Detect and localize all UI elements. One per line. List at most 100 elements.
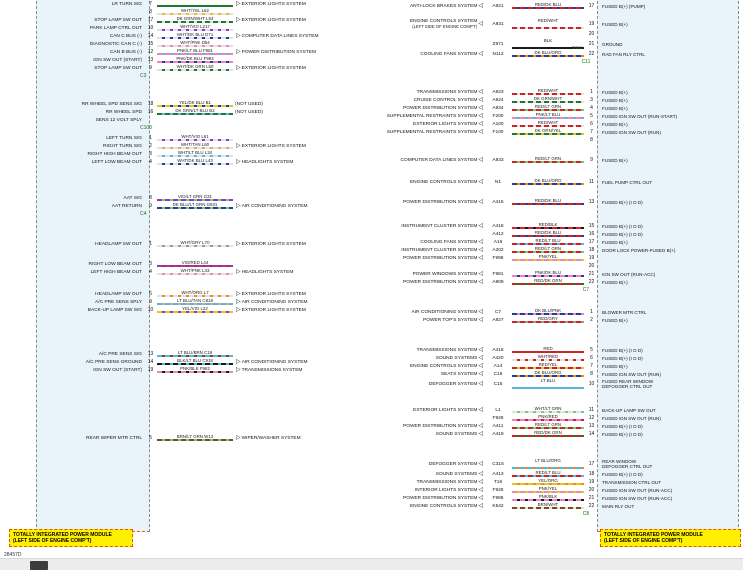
system-name: EXTERIOR LIGHTS SYSTEM	[241, 241, 306, 247]
arrow-right-icon: ▷	[236, 1, 241, 7]
wire-segment: DK BLU/ORG	[512, 50, 584, 58]
wire-row: SEATS SYSTEM ◁ C16 DK BLU/ORG 8 FUSED IGN SW …	[378, 370, 743, 378]
system-name: EXTERIOR LIGHTS SYSTEM	[241, 143, 306, 149]
circuit-id: A411	[492, 423, 504, 429]
arrow-left-icon: ◁	[478, 113, 483, 119]
wire-row: HEADLAMP SW OUT 1 WHT/GRY L70 ▷ EXTERIOR LIG…	[36, 240, 466, 248]
signal-label: STOP LAMP SW OUT	[94, 65, 142, 71]
system-name: INTERIOR LIGHTS SYSTEM	[414, 487, 478, 493]
wire-line	[512, 226, 584, 229]
system-ref: INTERIOR LIGHTS SYSTEM ◁	[378, 487, 484, 493]
arrow-right-icon: ▷	[236, 367, 241, 373]
wire-segment: PNK/DK BLU	[512, 270, 584, 278]
arrow-left-icon: ◁	[478, 89, 483, 95]
wire-segment: WHT/LT GRN	[512, 406, 584, 414]
wire-row: RIGHT LOW BEAM OUT 3 VIO/RED L44	[36, 260, 466, 268]
terminal-label-line1: FUSED B(+)	[602, 105, 628, 111]
arrow-left-icon: ◁	[478, 471, 483, 477]
terminal-label: FUSED B(+) (I O D)	[599, 348, 643, 353]
wire-segment: LT BLU/TAN C818	[157, 298, 233, 306]
wire-line	[512, 202, 584, 205]
wire-line	[512, 426, 584, 429]
system-ref: ENGINE CONTROLS SYSTEM ◁	[378, 179, 484, 185]
system-ref: ENGINE CONTROLS SYSTEM (LEFT SIDE OF ENGI…	[378, 19, 484, 29]
wire-line	[512, 312, 584, 315]
wire-line	[512, 92, 584, 95]
system-name: AIR CONDITIONING SYSTEM	[241, 203, 308, 209]
system-ref: AIR CONDITIONING SYSTEM ◁	[378, 309, 484, 315]
wire-segment: WHT/VIO L217	[157, 24, 233, 32]
terminal-label-line1: FUSED B(+) (I O D)	[602, 355, 643, 361]
wire-line	[512, 54, 584, 57]
wire-row: 8 WHT/YEL L62	[36, 8, 466, 16]
system-ref: SEATS SYSTEM ◁	[378, 371, 484, 377]
wire-row: F929 PNK/RED 12 FUSED IGN SW OUT (RUN)	[378, 414, 743, 422]
terminal-label-line1: FUSED B(+) (I O D)	[602, 199, 643, 205]
pin-number: 20	[588, 487, 595, 493]
arrow-left-icon: ◁	[478, 487, 483, 493]
pin-number: 13	[147, 351, 154, 357]
arrow-right-icon: ▷	[236, 65, 241, 71]
wire-line	[512, 366, 584, 369]
wire-color-label: WHT/VIO L217	[180, 23, 210, 29]
wire-section: TRANSMISSIONS SYSTEM ◁ A923 RED/WHT 1 FUSED B…	[378, 88, 743, 144]
terminal-label-line1: FUSED B(+) (I O D)	[602, 431, 643, 437]
pin-number: 21	[588, 495, 595, 501]
system-name: EXTERIOR LIGHTS SYSTEM	[241, 1, 306, 7]
arrow-left-icon: ◁	[478, 371, 483, 377]
system-name: ENGINE CONTROLS SYSTEM	[409, 503, 478, 509]
wire-section: ANTI-LOCK BRAKES SYSTEM ◁ A921 RED/DK BLU 17…	[378, 2, 743, 66]
system-ref: (NOT USED)	[233, 102, 263, 107]
terminal-label-line1: FUEL PUMP CTRL OUT	[602, 179, 653, 185]
circuit-id: N112	[492, 51, 504, 57]
circuit-id: C315	[492, 461, 504, 467]
system-ref: ANTI-LOCK BRAKES SYSTEM ◁	[378, 3, 484, 9]
wire-line	[512, 282, 584, 285]
connector-label: C11	[581, 59, 591, 65]
circuit-id: A416	[492, 199, 504, 205]
circuit-id: C16	[493, 371, 503, 377]
system-name-wrap: ENGINE CONTROLS SYSTEM	[410, 364, 477, 369]
system-name-wrap: POWER DISTRIBUTION SYSTEM	[403, 424, 477, 429]
system-name: COOLING FANS SYSTEM	[420, 51, 478, 57]
bottom-ui-fragment[interactable]	[30, 561, 48, 570]
pin-number: 3	[149, 151, 152, 157]
arrow-right-icon: ▷	[236, 269, 241, 275]
wire-segment: PNK/LT BLU	[512, 112, 584, 120]
wire-color-label: DK GRN/YEL	[534, 127, 562, 133]
wire-color-label: BLK	[543, 37, 553, 43]
system-ref: ▷ AIR CONDITIONING SYSTEM	[233, 359, 307, 365]
pin-number: 13	[588, 199, 595, 205]
arrow-left-icon: ◁	[478, 3, 483, 9]
circuit-id: A921	[492, 3, 504, 9]
wire-row: POWER DISTRIBUTION SYSTEM ◁ A416 RED/DK BLU…	[378, 198, 743, 206]
system-name: TRANSMISSIONS SYSTEM	[416, 89, 478, 95]
system-ref: CRUISE CONTROL SYSTEM ◁	[378, 97, 484, 103]
circuit-id: F200	[492, 113, 504, 119]
arrow-left-icon: ◁	[478, 179, 483, 185]
arrow-right-icon: ▷	[236, 203, 241, 209]
connector-label: C7	[582, 287, 590, 293]
wire-row: COMPUTER DATA LINES SYSTEM ◁ A933 RED/LT GR…	[378, 156, 743, 164]
wire-row: A/C PRE SENS SPLY 9 LT BLU/TAN C818 ▷ AIR CO…	[36, 298, 466, 306]
terminal-label: FUSED IGN SW OUT (RUN)	[599, 130, 661, 135]
circuit-id: A412	[492, 231, 504, 237]
pin-number: 17	[588, 3, 595, 9]
wire-line	[157, 198, 233, 201]
terminal-label: DOOR LOCK POWER-FUSED B(+)	[599, 248, 675, 253]
wire-row: 8	[378, 136, 743, 144]
wire-row: POWER DISTRIBUTION SYSTEM ◁ A411 RED/LT GRN…	[378, 422, 743, 430]
system-name-wrap: TRANSMISSIONS SYSTEM	[417, 480, 478, 485]
wire-segment: BLK G112	[512, 38, 584, 50]
wire-section: ENGINE CONTROLS SYSTEM ◁ N1 DK BLU/ORG 11 FUE…	[378, 178, 743, 186]
wire-color-label: RED/GRY	[538, 315, 558, 321]
system-name-wrap: INTERIOR LIGHTS SYSTEM	[415, 488, 478, 493]
system-ref: DEFOGGER SYSTEM ◁	[378, 381, 484, 387]
wire-color-label: RED/DK BLU	[534, 229, 562, 235]
arrow-left-icon: ◁	[478, 223, 483, 229]
system-name: HEADLIGHTS SYSTEM	[241, 159, 294, 165]
system-ref: ▷ COMPUTER DATA LINES SYSTEM	[233, 33, 318, 39]
system-name: DEFOGGER SYSTEM	[428, 381, 478, 387]
terminal-label-line1: FUSED B(+) (I O D)	[602, 231, 643, 237]
wire-line	[512, 108, 584, 111]
